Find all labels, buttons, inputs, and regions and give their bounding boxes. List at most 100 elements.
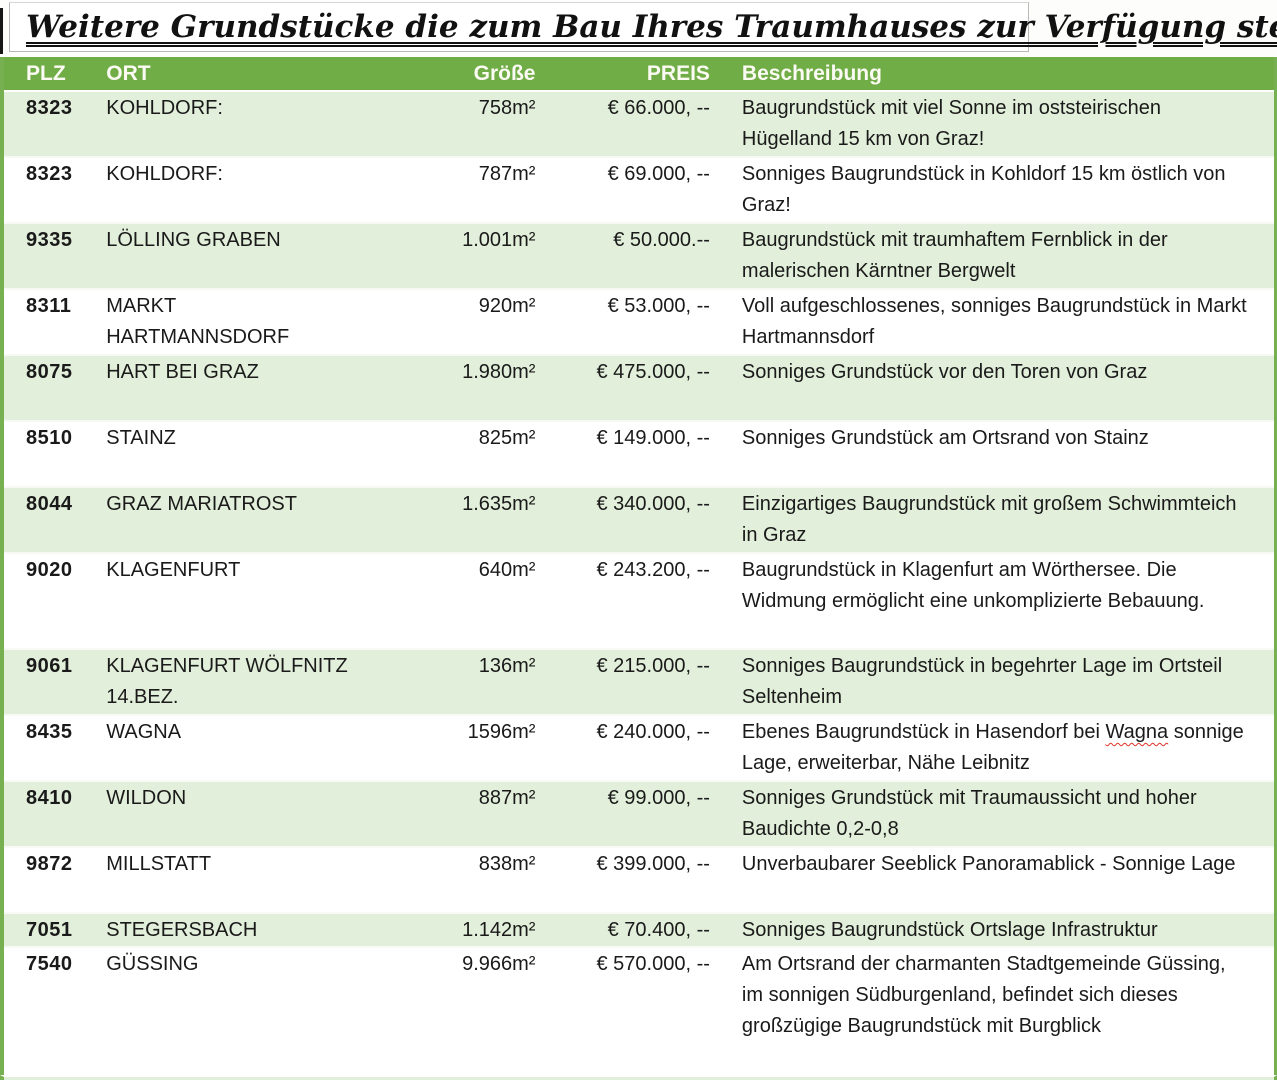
plz-cell: 8435 [2,714,91,781]
ort-cell: STEGERSBACH [90,912,363,947]
plz-cell: 9872 [2,846,91,913]
beschreibung-cell: Unverbaubarer Seeblick Panoramablick - S… [715,846,1276,913]
plz-cell: 9061 [2,648,91,715]
col-header-beschreibung: Beschreibung [715,57,1276,92]
beschreibung-cell: Baugrundstück mit viel Sonne im oststeir… [741,97,1162,150]
plz-cell: 8410 [2,780,91,847]
beschreibung-cell: Sonniges Baugrundstück in Kohldorf 15 km… [715,156,1276,223]
page-title: Weitere Grundstücke die zum Bau Ihres Tr… [26,9,1277,45]
plz-cell: 8044 [2,486,91,553]
col-header-groesse: Größe [362,57,544,92]
beschreibung-cell: Sonniges Grundstück mit Traumaussicht un… [715,780,1276,847]
ort-cell: KLAGENFURT WÖLFNITZ 14.BEZ. [90,648,363,715]
plz-cell: 8323 [26,97,73,119]
ort-cell: MILLSTATT [90,846,363,913]
preis-cell: € 149.000, -- [543,420,716,487]
ort-cell: LÖLLING GRABEN [90,222,363,289]
table-row: 9335 LÖLLING GRABEN 1.001m² € 50.000.-- Baug… [2,222,1276,289]
groesse-cell: 920m² [362,288,544,355]
ort-cell: KOHLDORF: [90,156,363,223]
ort-cell: GÜSSING [90,946,363,1075]
preis-cell: € 70.400, -- [543,912,716,947]
preis-cell: € 99.000, -- [543,780,716,847]
plz-cell: 8323 [2,156,91,223]
plz-cell: 8311 [2,288,91,355]
ort-cell: WAGNA [90,714,363,781]
frame-edge-mark [0,8,3,54]
beschreibung-cell: Sonniges Grundstück vor den Toren von Gr… [715,354,1276,421]
beschreibung-cell: Sonniges Baugrundstück in begehrter Lage… [715,648,1276,715]
table-row: 8510 STAINZ 825m² € 149.000, -- Sonniges Gru… [2,420,1276,487]
plz-cell: 8510 [2,420,91,487]
beschreibung-cell: Voll aufgeschlossenes, sonniges Baugrund… [715,288,1276,355]
plz-cell: 7051 [2,912,91,947]
groesse-cell: 136m² [362,648,544,715]
title-band: Weitere Grundstücke die zum Bau Ihres Tr… [0,0,1277,57]
plz-cell: 9020 [2,552,91,649]
beschreibung-cell: Einzigartiges Baugrundstück mit großem S… [715,486,1276,553]
ort-cell: MARKT HARTMANNSDORF [90,288,363,355]
groesse-cell: 1.635m² [362,486,544,553]
groesse-cell: 9.966m² [362,946,544,1075]
preis-cell: € 66.000, -- [607,97,710,119]
beschreibung-cell: Baugrundstück in Klagenfurt am Wörtherse… [715,552,1276,649]
spellcheck-squiggle-word: Wagna [1105,721,1169,743]
preis-cell: € 53.000, -- [543,288,716,355]
table-row: 8410 WILDON 887m² € 99.000, -- Sonniges Grun… [2,780,1276,847]
table-header: PLZ ORT Größe PREIS Beschreibung [2,57,1276,92]
groesse-cell: 1596m² [362,714,544,781]
preis-cell: € 340.000, -- [543,486,716,553]
table-row: 8323 KOHLDORF: 758m² € 66.000, -- Baugrundst… [2,91,1276,157]
preis-cell: € 570.000, -- [543,946,716,1075]
preis-cell: € 215.000, -- [543,648,716,715]
groesse-cell: 640m² [362,552,544,649]
groesse-cell: 787m² [362,156,544,223]
preis-cell: € 243.200, -- [543,552,716,649]
next-row-partial-strip [0,1075,1277,1080]
groesse-cell: 887m² [362,780,544,847]
groesse-cell: 1.001m² [362,222,544,289]
beschreibung-cell: Am Ortsrand der charmanten Stadtgemeinde… [715,946,1276,1075]
groesse-cell: 1.980m² [362,354,544,421]
table-row: 8435 WAGNA 1596m² € 240.000, -- Ebenes Baugr… [2,714,1276,781]
ort-cell: HART BEI GRAZ [90,354,363,421]
ort-cell: WILDON [90,780,363,847]
col-header-preis: PREIS [543,57,716,92]
plz-cell: 8075 [2,354,91,421]
table-row: 7051 STEGERSBACH 1.142m² € 70.400, -- Sonnig… [2,912,1276,947]
plz-cell: 7540 [2,946,91,1075]
preis-cell: € 50.000.-- [543,222,716,289]
preis-cell: € 399.000, -- [543,846,716,913]
table-row: 8044 GRAZ MARIATROST 1.635m² € 340.000, -- E… [2,486,1276,553]
col-header-ort: ORT [90,57,363,92]
preis-cell: € 240.000, -- [543,714,716,781]
preis-cell: € 475.000, -- [543,354,716,421]
beschreibung-cell: Sonniges Grundstück am Ortsrand von Stai… [715,420,1276,487]
groesse-cell: 1.142m² [362,912,544,947]
ort-cell: GRAZ MARIATROST [90,486,363,553]
beschreibung-cell: Baugrundstück mit traumhaftem Fernblick … [715,222,1276,289]
table-row: 8323 KOHLDORF: 787m² € 69.000, -- Sonniges B… [2,156,1276,223]
col-header-plz: PLZ [2,57,91,92]
groesse-cell: 838m² [362,846,544,913]
table-row: 7540 GÜSSING 9.966m² € 570.000, -- Am Ortsra… [2,946,1276,1075]
header-row: PLZ ORT Größe PREIS Beschreibung [2,57,1276,92]
beschreibung-cell: Sonniges Baugrundstück Ortslage Infrastr… [715,912,1276,947]
groesse-cell: 758m² [478,97,536,119]
ort-cell: KOHLDORF: [106,97,223,119]
title-box: Weitere Grundstücke die zum Bau Ihres Tr… [9,2,1277,52]
table-row: 8311 MARKT HARTMANNSDORF 920m² € 53.000, --… [2,288,1276,355]
table-row: 8075 HART BEI GRAZ 1.980m² € 475.000, -- Son… [2,354,1276,421]
plz-cell: 9335 [2,222,91,289]
table-body: 8323 KOHLDORF: 758m² € 66.000, -- Baugrundst… [2,91,1276,1075]
ort-cell: STAINZ [90,420,363,487]
table-row: 9061 KLAGENFURT WÖLFNITZ 14.BEZ. 136m² € 21… [2,648,1276,715]
beschreibung-cell: Ebenes Baugrundstück in Hasendorf bei Wa… [715,714,1276,781]
preis-cell: € 69.000, -- [543,156,716,223]
ort-cell: KLAGENFURT [90,552,363,649]
groesse-cell: 825m² [362,420,544,487]
listings-table: PLZ ORT Größe PREIS Beschreibung 8323 KOH… [0,57,1277,1075]
table-row: 9872 MILLSTATT 838m² € 399.000, -- Unverbaub… [2,846,1276,913]
table-row: 9020 KLAGENFURT 640m² € 243.200, -- Baugrund… [2,552,1276,649]
